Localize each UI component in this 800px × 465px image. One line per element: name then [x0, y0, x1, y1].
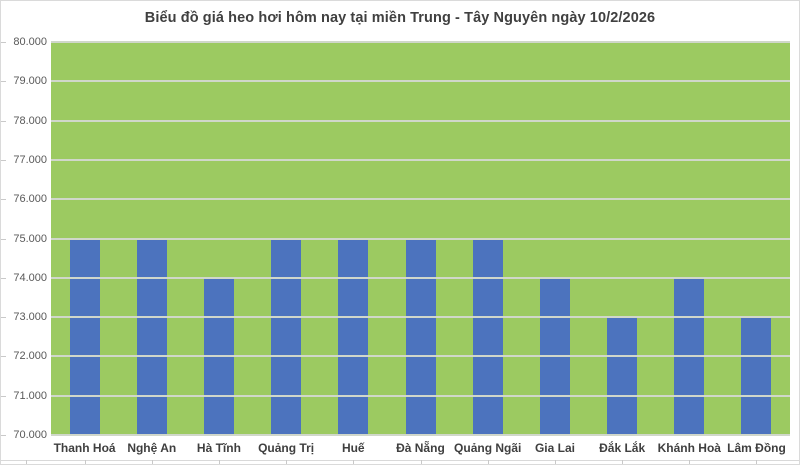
y-tick-label: 73.000 [13, 311, 47, 324]
x-axis-tick [622, 460, 624, 464]
y-tick-label: 74.000 [13, 271, 47, 284]
bar-1 [69, 238, 100, 435]
x-tick-label: Huế [341, 441, 365, 455]
gridline [51, 434, 790, 436]
y-tick-label: 79.000 [13, 75, 47, 88]
x-axis-tick [420, 460, 422, 464]
plot-area [51, 41, 790, 436]
x-axis-tick [353, 460, 355, 464]
x-tick-label: Nghệ An [127, 441, 177, 455]
bar-slot [118, 42, 185, 435]
y-tick-label: 72.000 [13, 350, 47, 363]
y-axis-tick [1, 395, 6, 397]
bar-slot [253, 42, 320, 435]
y-axis-tick [1, 81, 6, 83]
bar-6 [405, 238, 436, 435]
x-axis-tick [286, 460, 288, 464]
x-axis-tick [26, 460, 27, 464]
x-axis-tick [756, 460, 758, 464]
x-tick-label: Đắk Lắk [599, 441, 646, 455]
gridline [51, 276, 790, 279]
bar-11 [741, 317, 772, 435]
x-axis: Thanh Hoá Nghệ An Hà Tĩnh Quảng Trị Huế Đà Nẵ… [51, 441, 790, 455]
y-axis-tick [1, 120, 6, 122]
x-tick-label: Quảng Trị [258, 441, 315, 455]
x-axis-tick [84, 460, 86, 464]
x-axis-line [1, 460, 799, 461]
y-axis-tick [1, 277, 6, 279]
y-axis-tick [1, 42, 6, 43]
x-axis-tick [151, 460, 153, 464]
bar-9 [607, 317, 638, 435]
y-axis-tick [1, 199, 6, 201]
gridline [51, 316, 790, 319]
bar-slot [589, 42, 656, 435]
chart-title: Biểu đồ giá heo hơi hôm nay tại miền Tru… [144, 10, 656, 26]
bar-slot [723, 42, 790, 435]
y-axis-tick [1, 435, 6, 436]
x-tick-label: Lâm Đồng [727, 441, 786, 455]
bar-4 [271, 238, 302, 435]
bar-slot [320, 42, 387, 435]
x-axis-tick [689, 460, 691, 464]
gridline [51, 198, 790, 201]
y-axis-tick [1, 159, 6, 161]
gridline [51, 158, 790, 161]
bar-slot [454, 42, 521, 435]
gridline [51, 80, 790, 83]
y-axis: 80.000 79.000 78.000 77.000 76.000 75.000 74.0… [1, 36, 47, 441]
x-tick-label: Hà Tĩnh [196, 441, 241, 455]
x-tick-label: Khánh Hoà [657, 441, 721, 455]
x-tick-label: Thanh Hoá [53, 441, 116, 455]
y-axis-tick [1, 317, 6, 319]
x-tick-label: Quảng Ngãi [454, 441, 522, 455]
bar-slot [51, 42, 118, 435]
gridline [51, 394, 790, 397]
y-tick-label: 77.000 [13, 153, 47, 166]
y-tick-label: 76.000 [13, 193, 47, 206]
x-axis-tick [554, 460, 556, 464]
x-axis-tick [218, 460, 220, 464]
y-tick-label: 80.000 [13, 36, 47, 48]
y-tick-label: 78.000 [13, 114, 47, 127]
gridline [51, 355, 790, 358]
x-tick-label: Gia Lai [534, 441, 575, 455]
gridline [51, 41, 790, 43]
bar-7 [472, 238, 503, 435]
y-tick-label: 75.000 [13, 232, 47, 245]
x-axis-tick [487, 460, 489, 464]
y-tick-label: 71.000 [13, 389, 47, 402]
y-axis-tick [1, 238, 6, 240]
bar-2 [136, 238, 167, 435]
gridline [51, 119, 790, 122]
x-tick-label: Đà Nẵng [396, 441, 445, 455]
bar-slot [387, 42, 454, 435]
bars-row [51, 42, 790, 435]
y-axis-tick [1, 356, 6, 358]
y-tick-label: 70.000 [13, 429, 47, 441]
bar-5 [338, 238, 369, 435]
gridline [51, 237, 790, 240]
